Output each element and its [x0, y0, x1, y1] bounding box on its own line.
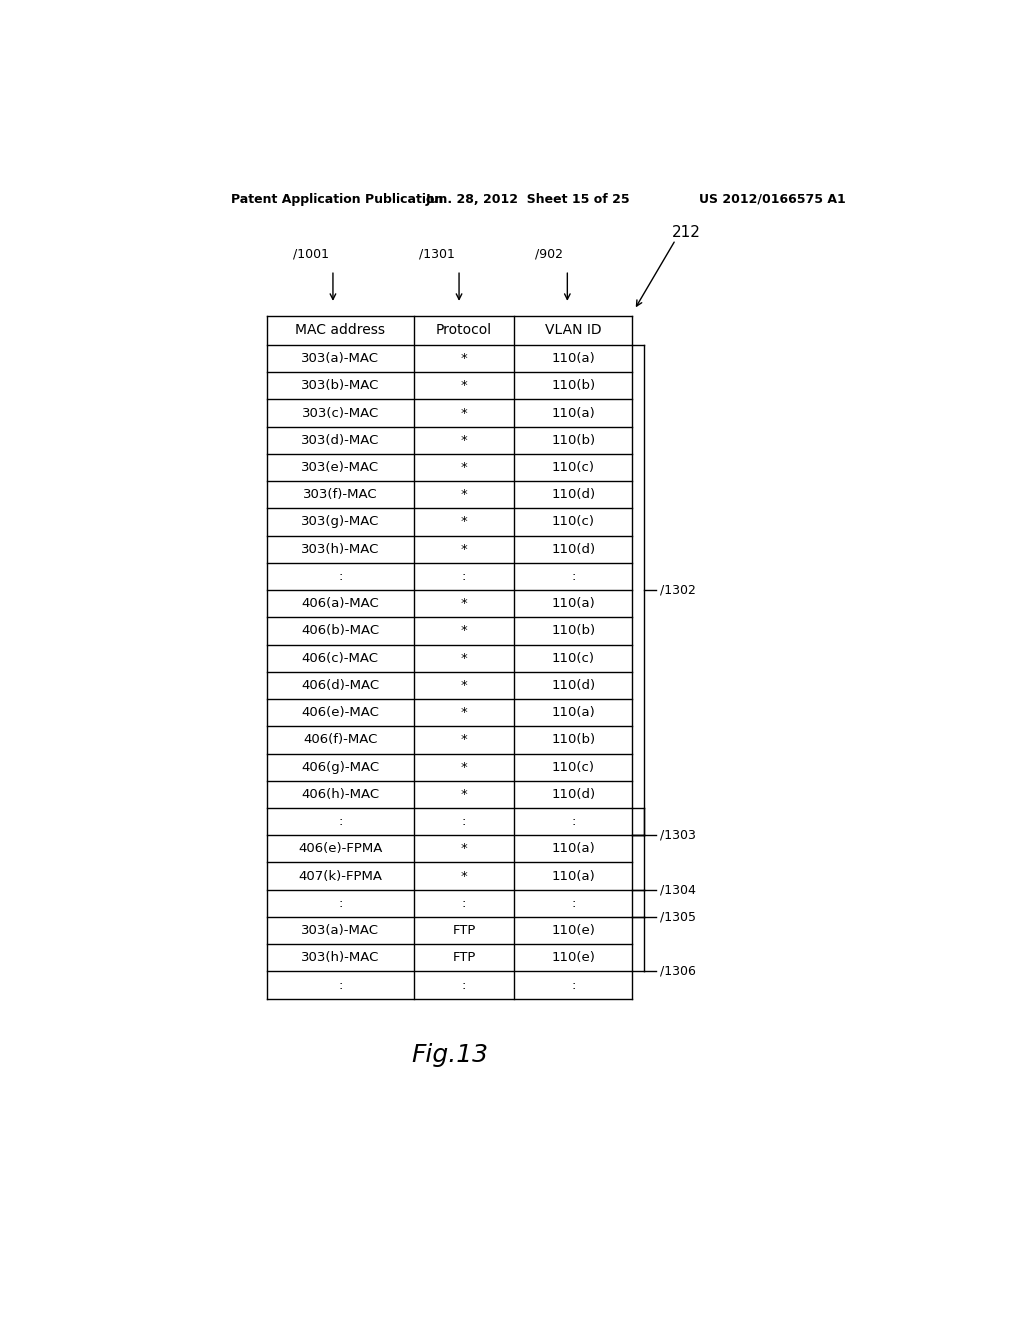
Text: Jun. 28, 2012  Sheet 15 of 25: Jun. 28, 2012 Sheet 15 of 25 — [426, 193, 630, 206]
Text: *: * — [461, 842, 468, 855]
Text: *: * — [461, 652, 468, 665]
Text: *: * — [461, 624, 468, 638]
Text: 110(a): 110(a) — [551, 706, 595, 719]
Text: *: * — [461, 516, 468, 528]
Text: :: : — [338, 816, 342, 828]
Text: 406(b)-MAC: 406(b)-MAC — [301, 624, 379, 638]
Text: MAC address: MAC address — [295, 323, 385, 338]
Text: VLAN ID: VLAN ID — [545, 323, 601, 338]
Text: 303(g)-MAC: 303(g)-MAC — [301, 516, 380, 528]
Text: :: : — [338, 978, 342, 991]
Text: :: : — [571, 978, 575, 991]
Text: /1001: /1001 — [293, 247, 329, 260]
Text: /902: /902 — [536, 247, 563, 260]
Text: *: * — [461, 760, 468, 774]
Text: 406(e)-MAC: 406(e)-MAC — [301, 706, 379, 719]
Text: *: * — [461, 788, 468, 801]
Text: 303(f)-MAC: 303(f)-MAC — [303, 488, 378, 502]
Text: 212: 212 — [672, 224, 700, 240]
Text: FTP: FTP — [453, 924, 476, 937]
Text: 110(d): 110(d) — [551, 488, 595, 502]
Text: :: : — [571, 896, 575, 909]
Text: 407(k)-FPMA: 407(k)-FPMA — [298, 870, 382, 883]
Text: Patent Application Publication: Patent Application Publication — [231, 193, 443, 206]
Text: *: * — [461, 461, 468, 474]
Text: 110(b): 110(b) — [551, 734, 595, 746]
Text: 303(a)-MAC: 303(a)-MAC — [301, 352, 379, 366]
Text: 110(c): 110(c) — [552, 652, 595, 665]
Text: 110(d): 110(d) — [551, 543, 595, 556]
Text: Fig.13: Fig.13 — [411, 1043, 487, 1067]
Text: 110(a): 110(a) — [551, 597, 595, 610]
Text: 406(a)-MAC: 406(a)-MAC — [301, 597, 379, 610]
Text: /1302: /1302 — [659, 583, 695, 597]
Text: 303(h)-MAC: 303(h)-MAC — [301, 543, 380, 556]
Text: 303(h)-MAC: 303(h)-MAC — [301, 952, 380, 965]
Text: 406(e)-FPMA: 406(e)-FPMA — [298, 842, 383, 855]
Text: :: : — [462, 978, 466, 991]
Text: 110(b): 110(b) — [551, 624, 595, 638]
Text: /1304: /1304 — [659, 883, 695, 896]
Text: :: : — [338, 896, 342, 909]
Text: 406(d)-MAC: 406(d)-MAC — [301, 678, 379, 692]
Text: :: : — [462, 816, 466, 828]
Text: 110(c): 110(c) — [552, 461, 595, 474]
Text: 110(b): 110(b) — [551, 434, 595, 446]
Text: 406(f)-MAC: 406(f)-MAC — [303, 734, 378, 746]
Text: 110(e): 110(e) — [551, 952, 595, 965]
Text: 406(c)-MAC: 406(c)-MAC — [302, 652, 379, 665]
Text: 110(a): 110(a) — [551, 352, 595, 366]
Text: US 2012/0166575 A1: US 2012/0166575 A1 — [699, 193, 846, 206]
Text: *: * — [461, 352, 468, 366]
Text: *: * — [461, 543, 468, 556]
Text: 110(e): 110(e) — [551, 924, 595, 937]
Text: 110(c): 110(c) — [552, 516, 595, 528]
Text: :: : — [338, 570, 342, 583]
Text: :: : — [571, 570, 575, 583]
Text: 406(g)-MAC: 406(g)-MAC — [301, 760, 379, 774]
Text: Protocol: Protocol — [436, 323, 493, 338]
Text: /1301: /1301 — [419, 247, 455, 260]
Text: 303(d)-MAC: 303(d)-MAC — [301, 434, 380, 446]
Text: *: * — [461, 678, 468, 692]
Text: :: : — [462, 570, 466, 583]
Text: 406(h)-MAC: 406(h)-MAC — [301, 788, 379, 801]
Text: FTP: FTP — [453, 952, 476, 965]
Text: 303(c)-MAC: 303(c)-MAC — [302, 407, 379, 420]
Text: *: * — [461, 407, 468, 420]
Text: /1306: /1306 — [659, 965, 695, 978]
Text: *: * — [461, 597, 468, 610]
Text: 110(a): 110(a) — [551, 870, 595, 883]
Text: *: * — [461, 734, 468, 746]
Text: 110(d): 110(d) — [551, 788, 595, 801]
Text: 303(e)-MAC: 303(e)-MAC — [301, 461, 379, 474]
Text: *: * — [461, 870, 468, 883]
Text: :: : — [462, 896, 466, 909]
Text: 110(a): 110(a) — [551, 407, 595, 420]
Text: 303(b)-MAC: 303(b)-MAC — [301, 379, 380, 392]
Text: 303(a)-MAC: 303(a)-MAC — [301, 924, 379, 937]
Text: *: * — [461, 488, 468, 502]
Text: 110(b): 110(b) — [551, 379, 595, 392]
Text: 110(d): 110(d) — [551, 678, 595, 692]
Text: *: * — [461, 379, 468, 392]
Text: /1305: /1305 — [659, 911, 695, 924]
Text: :: : — [571, 816, 575, 828]
Text: *: * — [461, 706, 468, 719]
Text: /1303: /1303 — [659, 829, 695, 842]
Text: *: * — [461, 434, 468, 446]
Text: 110(c): 110(c) — [552, 760, 595, 774]
Text: 110(a): 110(a) — [551, 842, 595, 855]
